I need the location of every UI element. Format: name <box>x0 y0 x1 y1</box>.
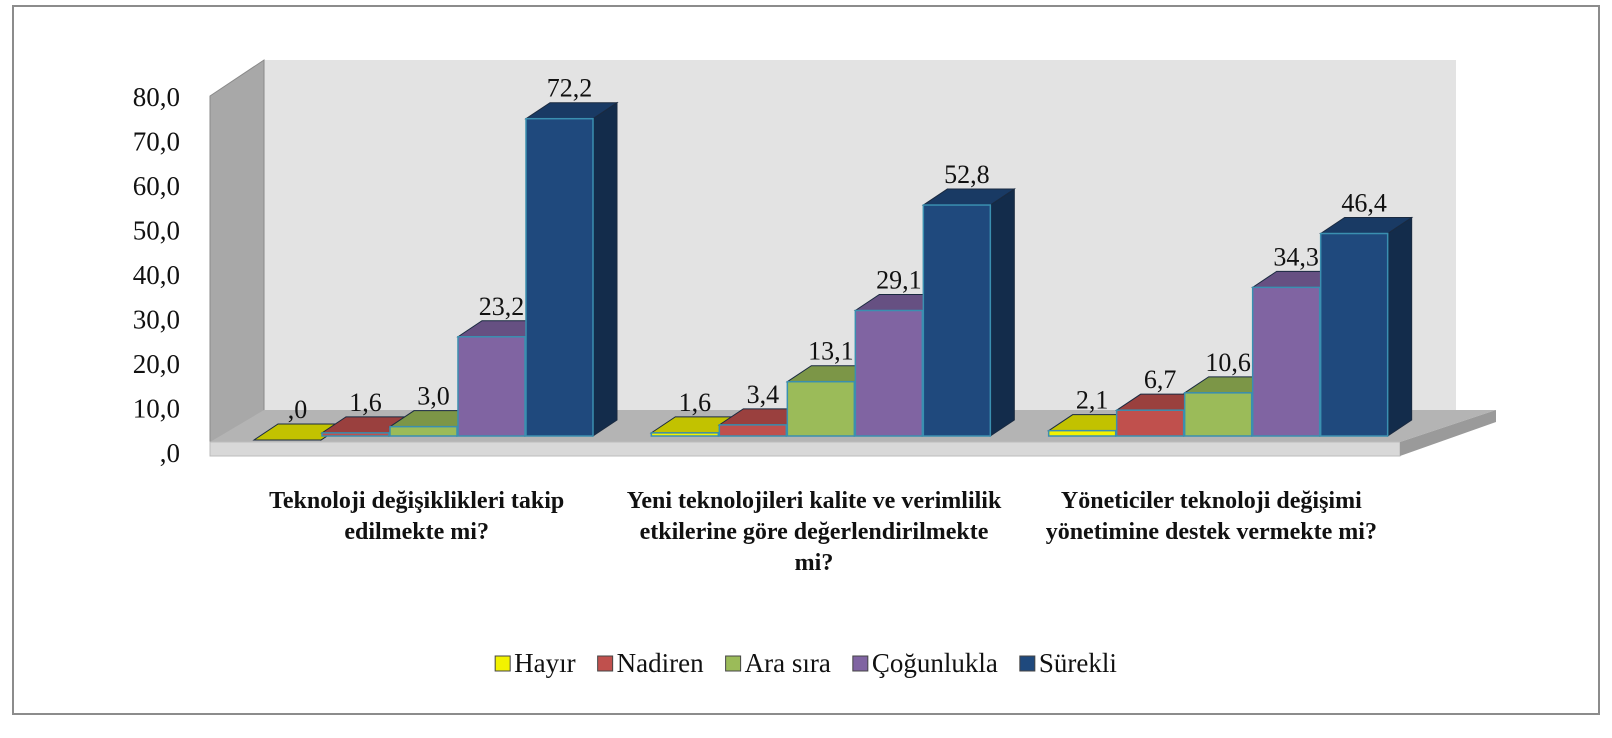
value-label: 2,1 <box>1076 386 1109 415</box>
legend-swatch <box>852 655 869 672</box>
bar-front <box>650 432 720 437</box>
legend-label: Nadiren <box>617 648 704 678</box>
bar-front <box>457 336 526 437</box>
bar-front <box>1183 392 1253 437</box>
bar <box>921 188 1016 437</box>
value-label: 46,4 <box>1341 189 1387 218</box>
legend-label: Çoğunlukla <box>872 648 998 678</box>
y-tick-label: 70,0 <box>133 127 180 157</box>
legend-label: Hayır <box>514 648 575 678</box>
y-tick-label: 40,0 <box>133 260 180 290</box>
bar-side <box>989 188 1015 437</box>
bar-front <box>321 432 390 437</box>
value-label: 1,6 <box>679 388 712 417</box>
legend-swatch <box>597 655 614 672</box>
y-tick-label: 80,0 <box>133 82 180 112</box>
bar-front <box>1115 409 1185 437</box>
value-label: 52,8 <box>944 160 990 189</box>
bar-side <box>592 101 618 437</box>
bar-front <box>922 204 992 437</box>
bar-front <box>1047 429 1117 437</box>
legend-label: Ara sıra <box>745 648 831 678</box>
bar <box>524 101 619 437</box>
value-label: 29,1 <box>876 266 922 295</box>
y-tick-label: 30,0 <box>133 305 180 335</box>
bar-front <box>389 425 458 437</box>
legend-swatch <box>494 655 511 672</box>
bar <box>1319 216 1414 437</box>
y-tick-label: ,0 <box>160 438 180 468</box>
value-label: 72,2 <box>547 74 593 103</box>
value-label: 23,2 <box>479 292 525 321</box>
legend-swatch <box>1019 655 1036 672</box>
floor-front <box>209 441 1401 457</box>
x-tick-label: Yöneticiler teknoloji değişimi yönetimin… <box>1045 488 1377 545</box>
value-label: 3,0 <box>417 382 450 411</box>
value-label: 3,4 <box>747 380 780 409</box>
y-tick-label: 50,0 <box>133 216 180 246</box>
y-tick-label: 10,0 <box>133 394 180 424</box>
bar-front <box>1251 286 1321 437</box>
floor-side <box>1400 410 1496 456</box>
y-tick-label: 60,0 <box>133 171 180 201</box>
bar-front <box>525 117 594 437</box>
legend-label: Sürekli <box>1039 648 1117 678</box>
bar-side <box>1387 216 1413 437</box>
bar-front <box>718 424 788 437</box>
chart-frame <box>12 5 1600 715</box>
value-label: 6,7 <box>1144 365 1177 394</box>
x-tick-label: Teknoloji değişiklikleri takip edilmekte… <box>269 488 565 545</box>
value-label: 1,6 <box>349 388 382 417</box>
y-tick-label: 20,0 <box>133 349 180 379</box>
bar-front <box>1319 232 1389 437</box>
value-label: ,0 <box>288 395 308 424</box>
legend-swatch <box>725 655 742 672</box>
value-label: 10,6 <box>1205 348 1251 377</box>
side-wall <box>209 59 265 453</box>
bar-front <box>786 380 856 437</box>
x-tick-label: Yeni teknolojileri kalite ve verimlilik … <box>626 488 1002 576</box>
bar-front <box>854 309 924 437</box>
value-label: 34,3 <box>1273 242 1319 271</box>
value-label: 13,1 <box>808 337 854 366</box>
